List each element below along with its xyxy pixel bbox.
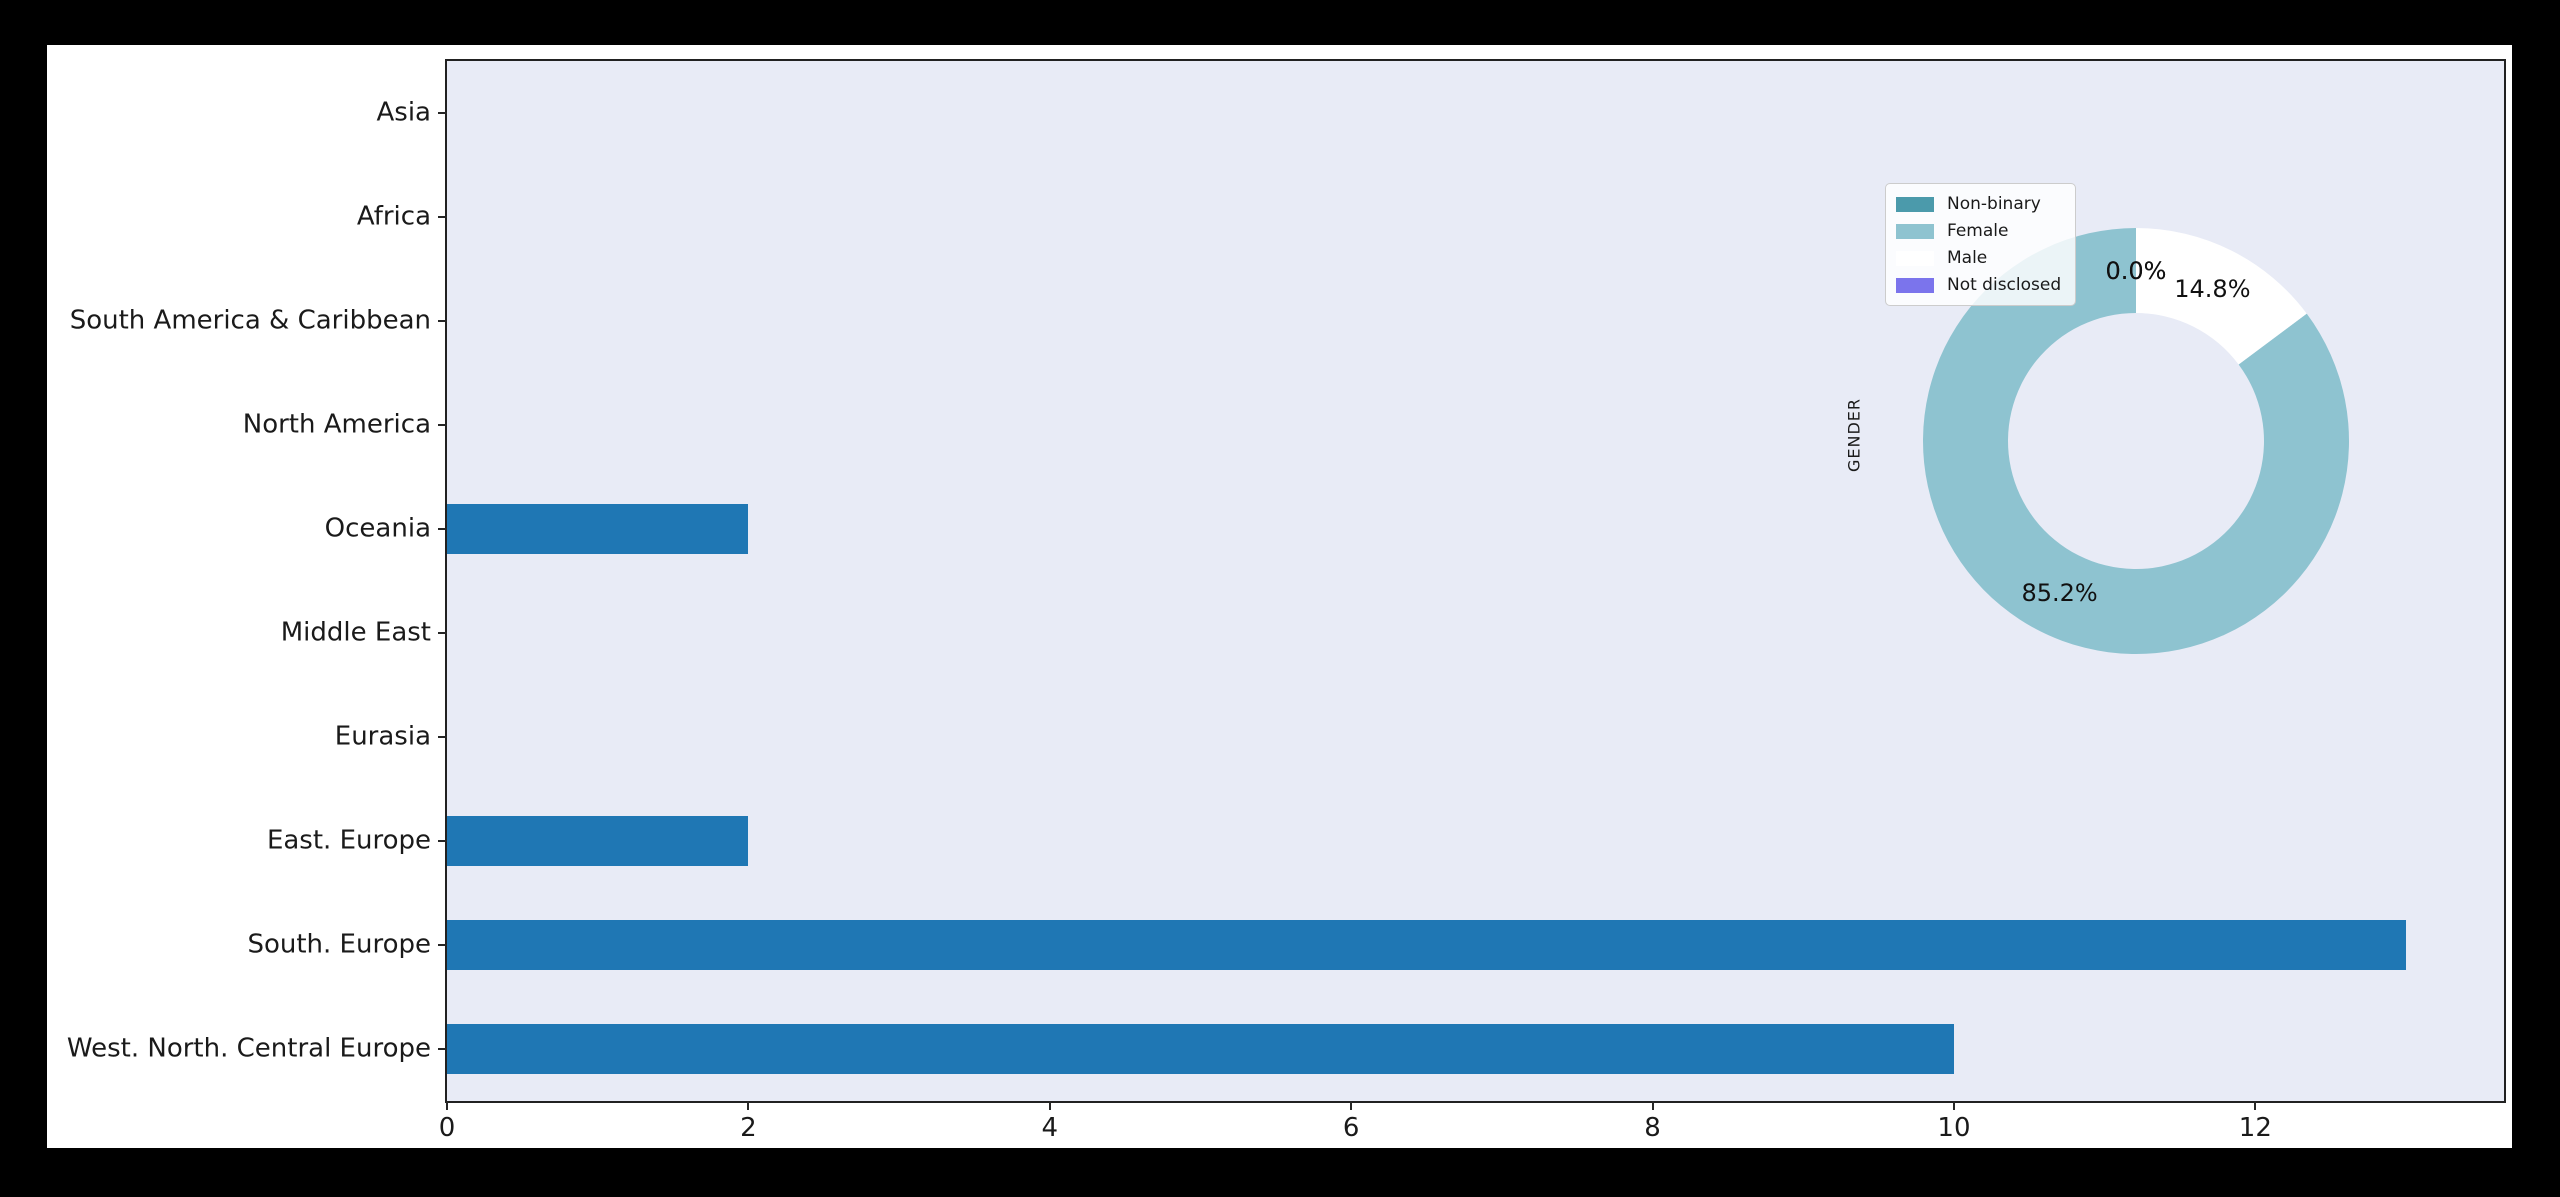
x-tick-mark xyxy=(2254,1101,2257,1110)
figure-canvas: Asia Africa South America & Caribbean North… xyxy=(47,45,2512,1148)
y-tick-label: Asia xyxy=(376,97,432,128)
y-tick-mark xyxy=(438,1048,447,1050)
x-tick-mark xyxy=(1952,1101,1955,1110)
bar-chart-axes: Asia Africa South America & Caribbean North… xyxy=(67,59,2506,1143)
x-tick-label: 10 xyxy=(1937,1113,1971,1143)
donut-legend: Non-binary Female Male Not disclosed xyxy=(1885,183,2077,306)
x-tick-label: 2 xyxy=(740,1113,757,1143)
y-tick-label: South America & Caribbean xyxy=(69,305,431,336)
y-tick-label: Africa xyxy=(356,201,431,232)
y-tick-mark xyxy=(438,216,447,218)
donut-axis-label: GENDER xyxy=(1844,397,1864,473)
legend-item: Female xyxy=(1896,221,2061,241)
y-tick-mark xyxy=(438,112,447,114)
bar-west-north-central-europe xyxy=(447,1024,1954,1074)
legend-item: Non-binary xyxy=(1896,194,2061,214)
x-tick-mark xyxy=(747,1101,750,1110)
x-tick-label: 4 xyxy=(1041,1113,1059,1143)
legend-label: Male xyxy=(1947,248,1988,268)
y-tick-label: West. North. Central Europe xyxy=(66,1033,431,1064)
bar-east-europe xyxy=(447,816,749,866)
y-tick-label: South. Europe xyxy=(247,929,431,960)
bar-south-europe xyxy=(447,920,2407,970)
legend-label: Female xyxy=(1947,221,2009,241)
x-tick-label: 0 xyxy=(438,1113,456,1143)
x-tick-mark xyxy=(1048,1101,1051,1110)
x-tick-mark xyxy=(1651,1101,1654,1110)
legend-swatch xyxy=(1896,196,1934,212)
x-tick-mark xyxy=(1350,1101,1353,1110)
y-tick-mark xyxy=(438,736,447,738)
x-tick-label: 6 xyxy=(1342,1113,1360,1143)
pct-label-not-disclosed: 0.0% xyxy=(2105,256,2167,285)
legend-item: Not disclosed xyxy=(1896,275,2061,295)
pct-label-female: 85.2% xyxy=(2021,579,2098,608)
legend-swatch xyxy=(1896,250,1934,266)
legend-swatch xyxy=(1896,277,1934,293)
y-tick-mark xyxy=(438,944,447,946)
y-tick-mark xyxy=(438,840,447,842)
y-tick-label: Middle East xyxy=(280,617,431,648)
y-tick-mark xyxy=(438,632,447,634)
x-tick-label: 8 xyxy=(1644,1113,1661,1143)
y-tick-label: East. Europe xyxy=(266,825,431,856)
x-tick-mark xyxy=(446,1101,448,1110)
pct-label-male: 14.8% xyxy=(2174,274,2251,303)
y-tick-label: Oceania xyxy=(324,513,431,544)
y-tick-label: North America xyxy=(242,409,431,440)
y-tick-mark xyxy=(438,320,447,322)
legend-label: Non-binary xyxy=(1947,194,2041,214)
y-tick-label: Eurasia xyxy=(334,721,431,752)
x-tick-label: 12 xyxy=(2238,1113,2272,1143)
y-tick-mark xyxy=(438,528,447,530)
bar-oceania xyxy=(447,504,749,554)
y-tick-mark xyxy=(438,424,447,426)
legend-swatch xyxy=(1896,223,1934,239)
legend-label: Not disclosed xyxy=(1947,275,2062,295)
legend-item: Male xyxy=(1896,248,2061,268)
